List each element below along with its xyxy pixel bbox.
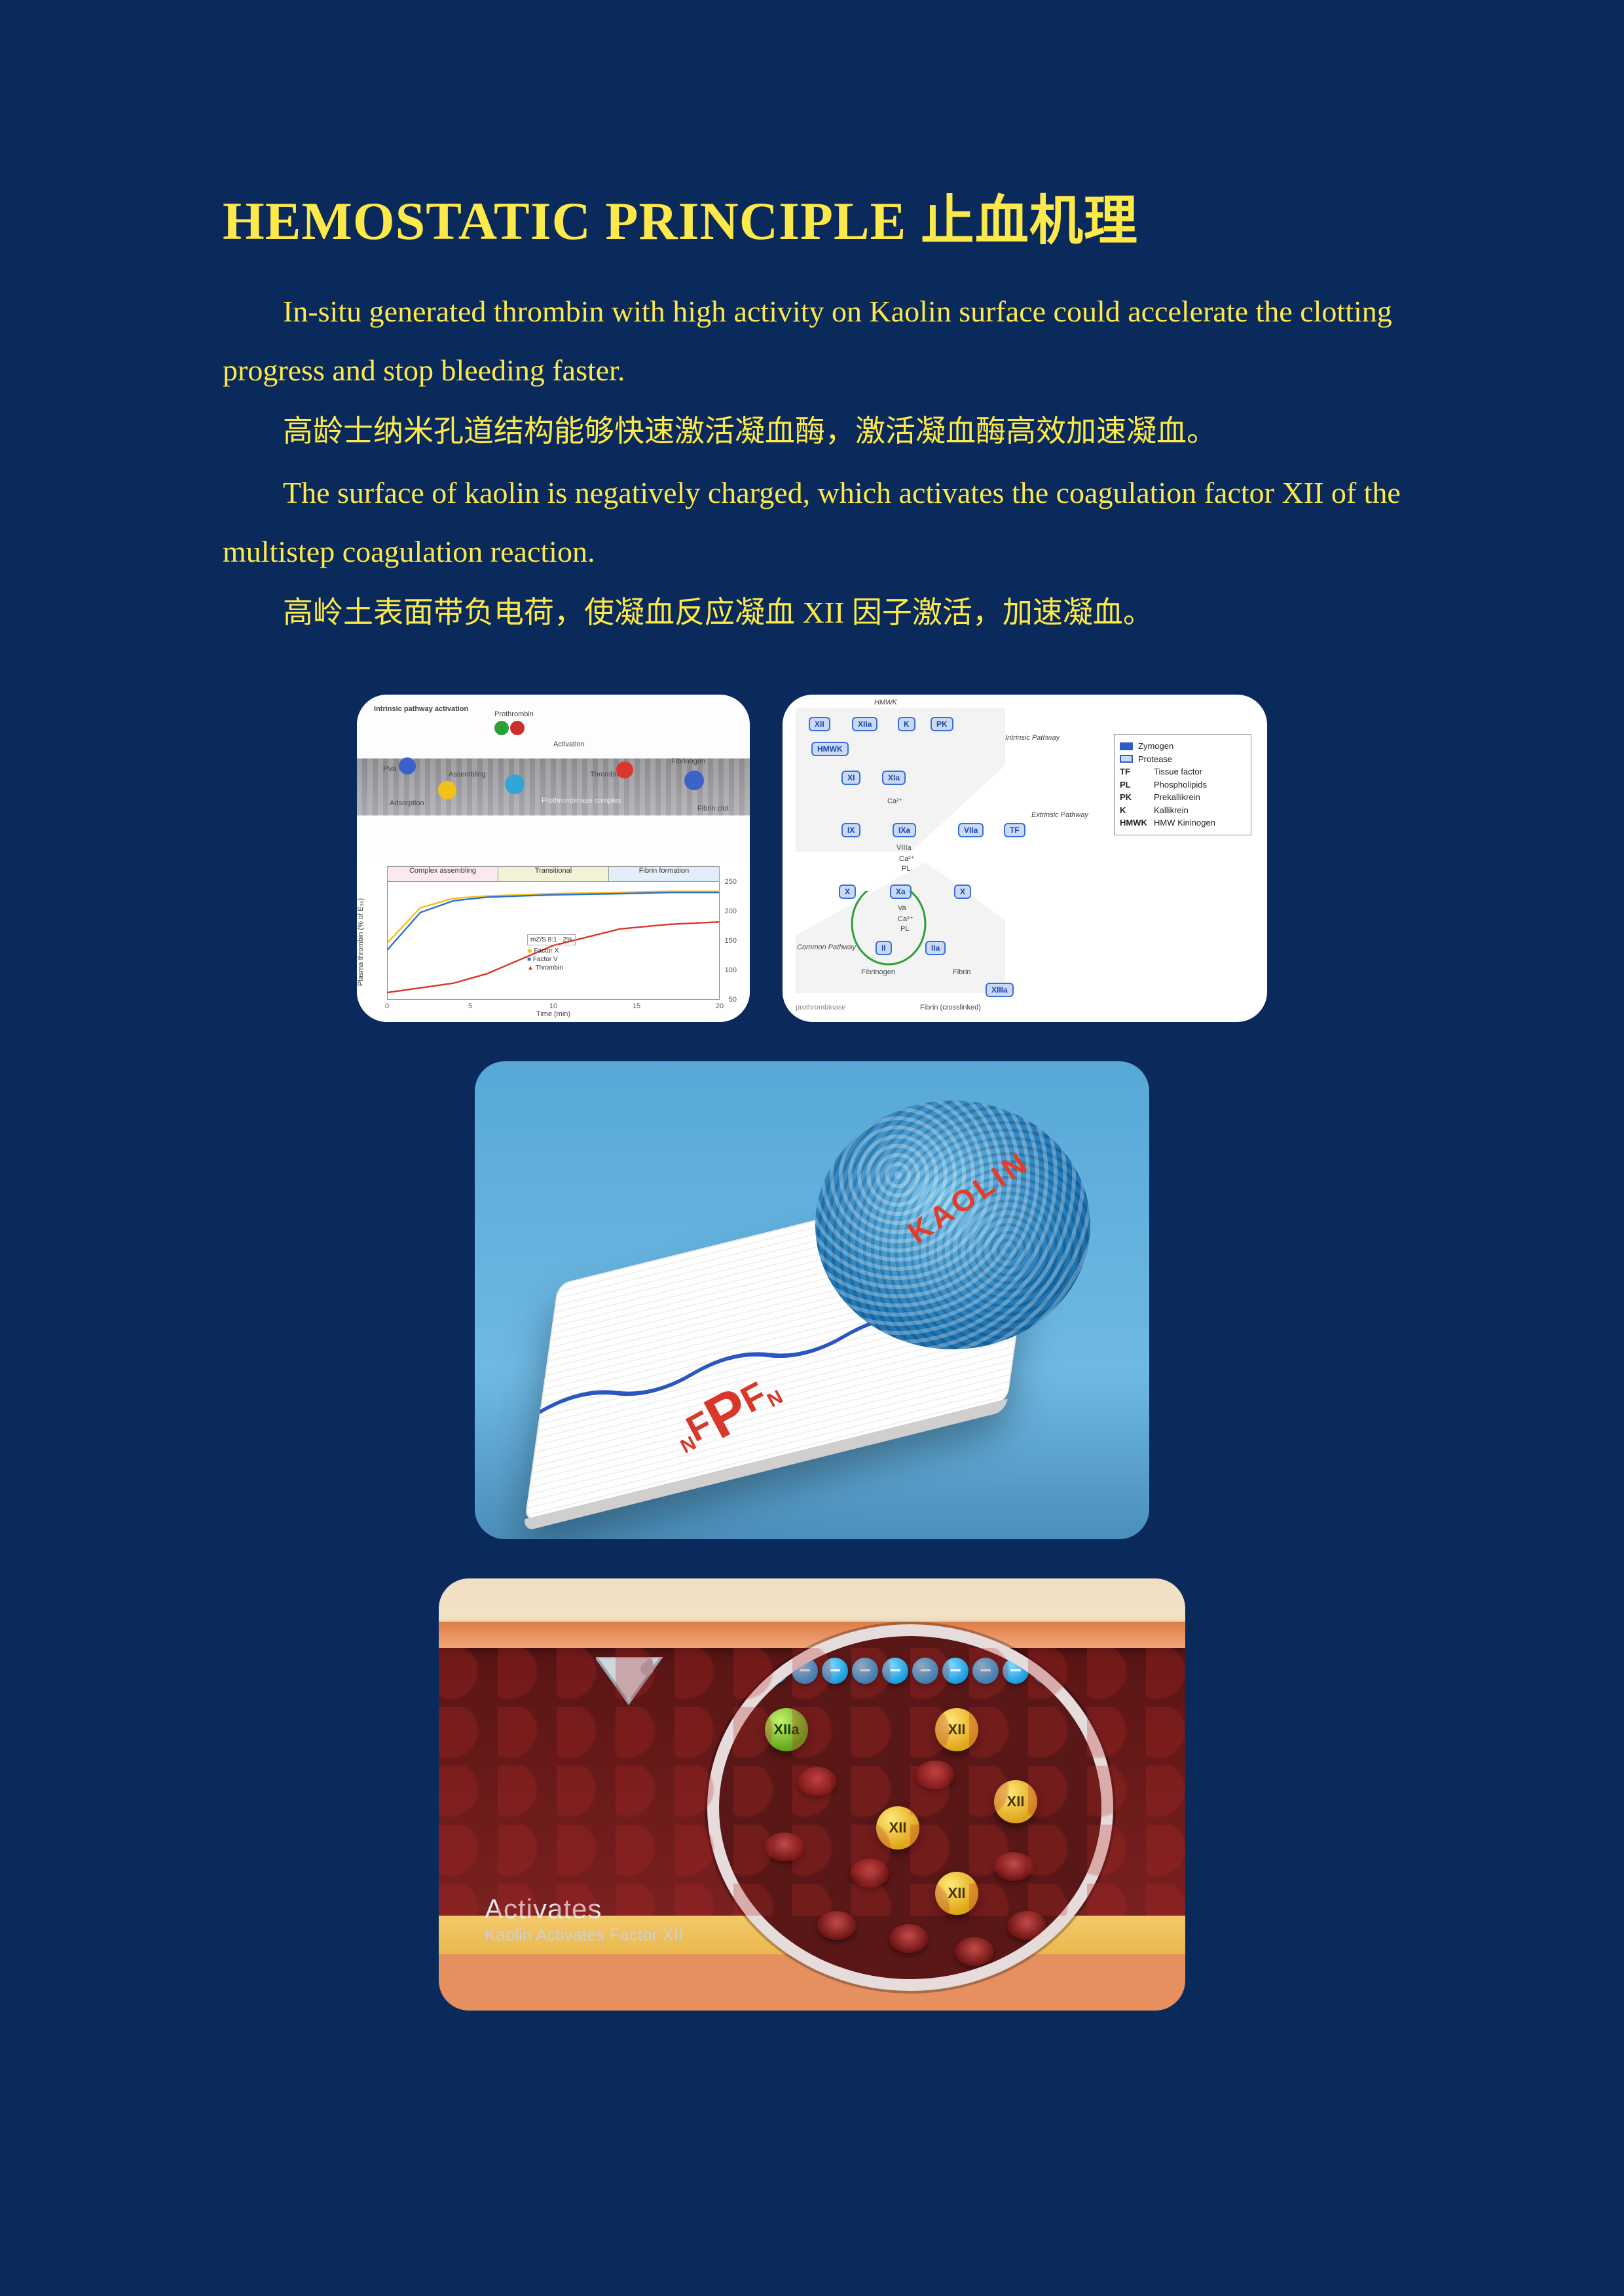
fig2-legend: ZymogenProteaseTFTissue factorPLPhosphol… (1114, 734, 1251, 835)
fig2-label: Ca²⁺ (899, 854, 915, 863)
fig1-label: Prothrombinase complex (542, 797, 621, 805)
fig2-label: PL (902, 865, 910, 873)
fig1-label: Fibrinogen (671, 757, 705, 765)
fig2-label: HMWK (874, 699, 897, 706)
fig2-label: Ca²⁺ (887, 797, 903, 805)
fig1-label: Prothrombin (494, 710, 534, 718)
cascade-node: XI (841, 771, 860, 785)
figure-coagulation-cascade: HMWK Intrinsic Pathway Extrinsic Pathway… (783, 695, 1267, 1022)
factor-badge: XII (935, 1708, 978, 1751)
factor-badge: XII (994, 1780, 1037, 1823)
figure-factor-xii-activation: −−−−−−−−−−−− XIIa XII XII XII XII Activa… (439, 1578, 1185, 2011)
paragraph-1-zh: 高龄士纳米孔道结构能够快速激活凝血酶，激活凝血酶高效加速凝血。 (223, 402, 1401, 461)
magnifier-lens: −−−−−−−−−−−− XIIa XII XII XII XII (707, 1624, 1113, 1991)
fig2-label: Common Pathway (797, 943, 856, 951)
paragraph-2-en: The surface of kaolin is negatively char… (223, 464, 1401, 581)
paragraph-1-en: In-situ generated thrombin with high act… (223, 282, 1401, 399)
fig2-label: Fibrinogen (861, 968, 895, 976)
cascade-node: XII (809, 717, 830, 731)
factor-badge: XII (876, 1806, 919, 1850)
fig1-label: Fibrin clot (697, 805, 729, 812)
figure-kaolin-gauze-render: KAOLIN NFPFN (475, 1061, 1149, 1539)
cascade-node: K (898, 717, 915, 731)
cascade-node: X (839, 884, 856, 899)
fig2-label: VIIIa (896, 844, 912, 852)
cascade-node: IXa (893, 823, 916, 837)
fig2-label: Fibrin (crosslinked) (920, 1004, 981, 1011)
cascade-node: HMWK (811, 742, 849, 756)
cascade-node: VIIa (958, 823, 984, 837)
cascade-node: IIa (925, 941, 946, 955)
page-title: HEMOSTATIC PRINCIPLE 止血机理 (223, 177, 1401, 255)
fig2-label: Extrinsic Pathway (1031, 811, 1088, 819)
cascade-node: PK (931, 717, 953, 731)
figure-pathway-schematic: Intrinsic pathway activation Prothrombin… (357, 695, 750, 1022)
cascade-node: XIIa (852, 717, 877, 731)
fig2-label: Va (898, 904, 906, 912)
fig1-line-chart: Complex assembling Transitional Fibrin f… (357, 862, 750, 1022)
fig2-label: prothrombinase (796, 1004, 845, 1011)
paragraph-2-zh: 高岭土表面带负电荷，使凝血反应凝血 XII 因子激活，加速凝血。 (223, 583, 1401, 642)
cascade-node: Xa (890, 884, 912, 899)
fig1-ylabel: Plasma thrombin (% of E₅₀) (357, 898, 365, 986)
fig1-label: Assembling (449, 771, 486, 778)
factor-badge: XIIa (765, 1708, 808, 1751)
pointer-icon (596, 1657, 674, 1736)
factor-badge: XII (935, 1872, 978, 1915)
fig1-label: PVa (383, 765, 396, 773)
fig2-label: Fibrin (953, 968, 971, 976)
cascade-node: TF (1004, 823, 1025, 837)
cascade-node: II (876, 941, 892, 955)
fig2-label: Intrinsic Pathway (1005, 734, 1060, 742)
activation-caption: Activates Kaolin Activates Factor XII (485, 1893, 683, 1945)
cascade-node: IX (841, 823, 860, 837)
fig1-label: Activation (553, 740, 585, 748)
fig2-label: PL (900, 925, 909, 933)
fig1-label: Intrinsic pathway activation (374, 705, 468, 713)
fig2-label: Ca²⁺ (898, 915, 913, 923)
cascade-node: XIIIa (986, 983, 1014, 997)
fig1-label: Adsorption (390, 799, 424, 807)
cascade-node: XIa (882, 771, 906, 785)
cascade-node: X (954, 884, 971, 899)
